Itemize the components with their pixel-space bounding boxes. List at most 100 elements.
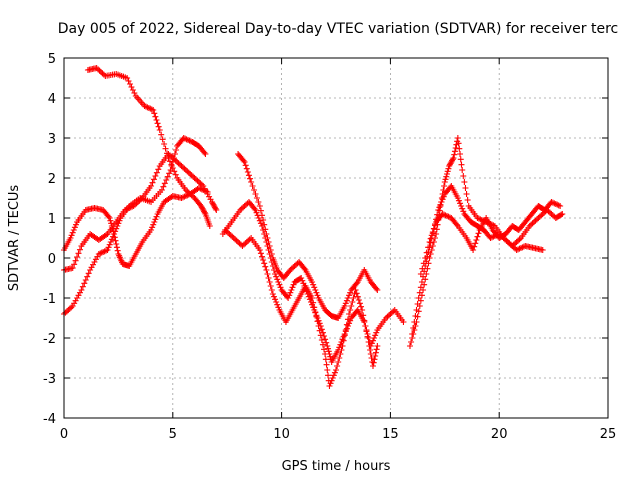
data-point bbox=[112, 237, 119, 244]
data-point bbox=[113, 241, 120, 247]
data-point bbox=[159, 136, 166, 143]
data-point bbox=[313, 313, 320, 320]
data-point bbox=[400, 319, 407, 325]
data-point bbox=[325, 372, 332, 379]
data-point bbox=[434, 211, 441, 218]
data-point bbox=[269, 263, 276, 269]
sdtvar-trace-4 bbox=[61, 151, 220, 273]
data-point bbox=[459, 167, 466, 173]
data-point bbox=[408, 339, 415, 345]
data-point bbox=[427, 235, 434, 242]
data-point bbox=[369, 337, 376, 344]
data-point bbox=[153, 169, 160, 176]
data-point bbox=[275, 279, 282, 285]
data-point bbox=[111, 234, 118, 241]
data-point bbox=[344, 295, 351, 301]
data-point bbox=[441, 183, 448, 189]
data-point bbox=[272, 296, 279, 303]
data-point bbox=[202, 151, 209, 157]
data-point bbox=[338, 347, 345, 353]
data-point bbox=[105, 213, 112, 220]
data-point bbox=[81, 280, 88, 287]
data-point bbox=[252, 191, 259, 197]
data-point bbox=[201, 209, 208, 216]
data-point bbox=[457, 156, 464, 163]
data-point bbox=[331, 369, 338, 376]
data-point bbox=[243, 165, 250, 172]
data-point bbox=[253, 195, 260, 201]
data-point bbox=[273, 273, 280, 280]
data-point bbox=[152, 113, 159, 120]
data-point bbox=[324, 367, 331, 373]
plot-frame bbox=[63, 57, 609, 419]
data-point bbox=[270, 293, 277, 300]
data-point bbox=[264, 271, 271, 277]
data-point bbox=[334, 363, 341, 369]
data-point bbox=[290, 281, 297, 288]
data-point bbox=[358, 303, 365, 310]
data-point bbox=[417, 284, 424, 291]
data-point bbox=[352, 287, 359, 293]
data-point bbox=[105, 244, 112, 251]
data-point bbox=[439, 196, 446, 203]
data-point bbox=[245, 172, 252, 179]
data-point bbox=[371, 356, 378, 363]
data-point bbox=[471, 243, 478, 250]
data-point bbox=[461, 179, 468, 185]
data-point bbox=[85, 270, 92, 277]
data-point bbox=[410, 325, 417, 331]
data-point bbox=[429, 243, 436, 249]
data-point bbox=[309, 295, 316, 301]
data-point bbox=[539, 247, 546, 253]
data-point bbox=[114, 247, 121, 254]
data-point bbox=[443, 173, 450, 180]
data-point bbox=[82, 277, 89, 283]
data-point bbox=[257, 250, 264, 257]
data-point bbox=[158, 187, 165, 193]
data-point bbox=[289, 284, 296, 291]
data-point bbox=[343, 321, 350, 328]
data-point bbox=[455, 197, 462, 204]
data-point bbox=[265, 275, 272, 281]
data-point bbox=[457, 200, 464, 207]
data-point bbox=[149, 224, 156, 231]
data-point bbox=[264, 243, 271, 249]
data-point bbox=[369, 363, 376, 369]
data-point bbox=[472, 240, 479, 247]
data-point bbox=[273, 299, 280, 305]
data-point bbox=[153, 117, 160, 123]
data-point bbox=[559, 211, 566, 217]
data-point bbox=[277, 284, 284, 291]
data-point bbox=[171, 151, 178, 157]
data-point bbox=[406, 343, 413, 349]
data-point bbox=[450, 155, 457, 161]
data-point bbox=[252, 207, 259, 213]
data-point bbox=[432, 222, 439, 229]
data-point bbox=[413, 307, 420, 313]
data-point bbox=[298, 275, 305, 281]
data-point bbox=[69, 229, 76, 236]
data-point bbox=[148, 183, 155, 189]
data-point bbox=[342, 327, 349, 333]
data-point bbox=[261, 260, 268, 267]
data-point bbox=[436, 204, 443, 211]
data-point bbox=[148, 227, 155, 233]
data-point bbox=[84, 273, 91, 280]
data-point bbox=[253, 209, 260, 216]
data-point bbox=[212, 205, 219, 212]
data-point bbox=[470, 247, 477, 253]
data-point bbox=[75, 250, 82, 257]
data-point bbox=[69, 265, 76, 271]
data-point bbox=[156, 127, 163, 133]
data-point bbox=[372, 353, 379, 359]
data-point bbox=[171, 168, 178, 175]
data-point bbox=[166, 170, 173, 177]
data-point bbox=[372, 349, 379, 356]
data-point bbox=[154, 120, 161, 127]
data-point bbox=[257, 207, 264, 214]
data-point bbox=[353, 290, 360, 297]
data-point bbox=[267, 283, 274, 289]
data-point bbox=[111, 231, 118, 237]
data-point bbox=[353, 280, 360, 287]
data-point bbox=[359, 307, 366, 313]
